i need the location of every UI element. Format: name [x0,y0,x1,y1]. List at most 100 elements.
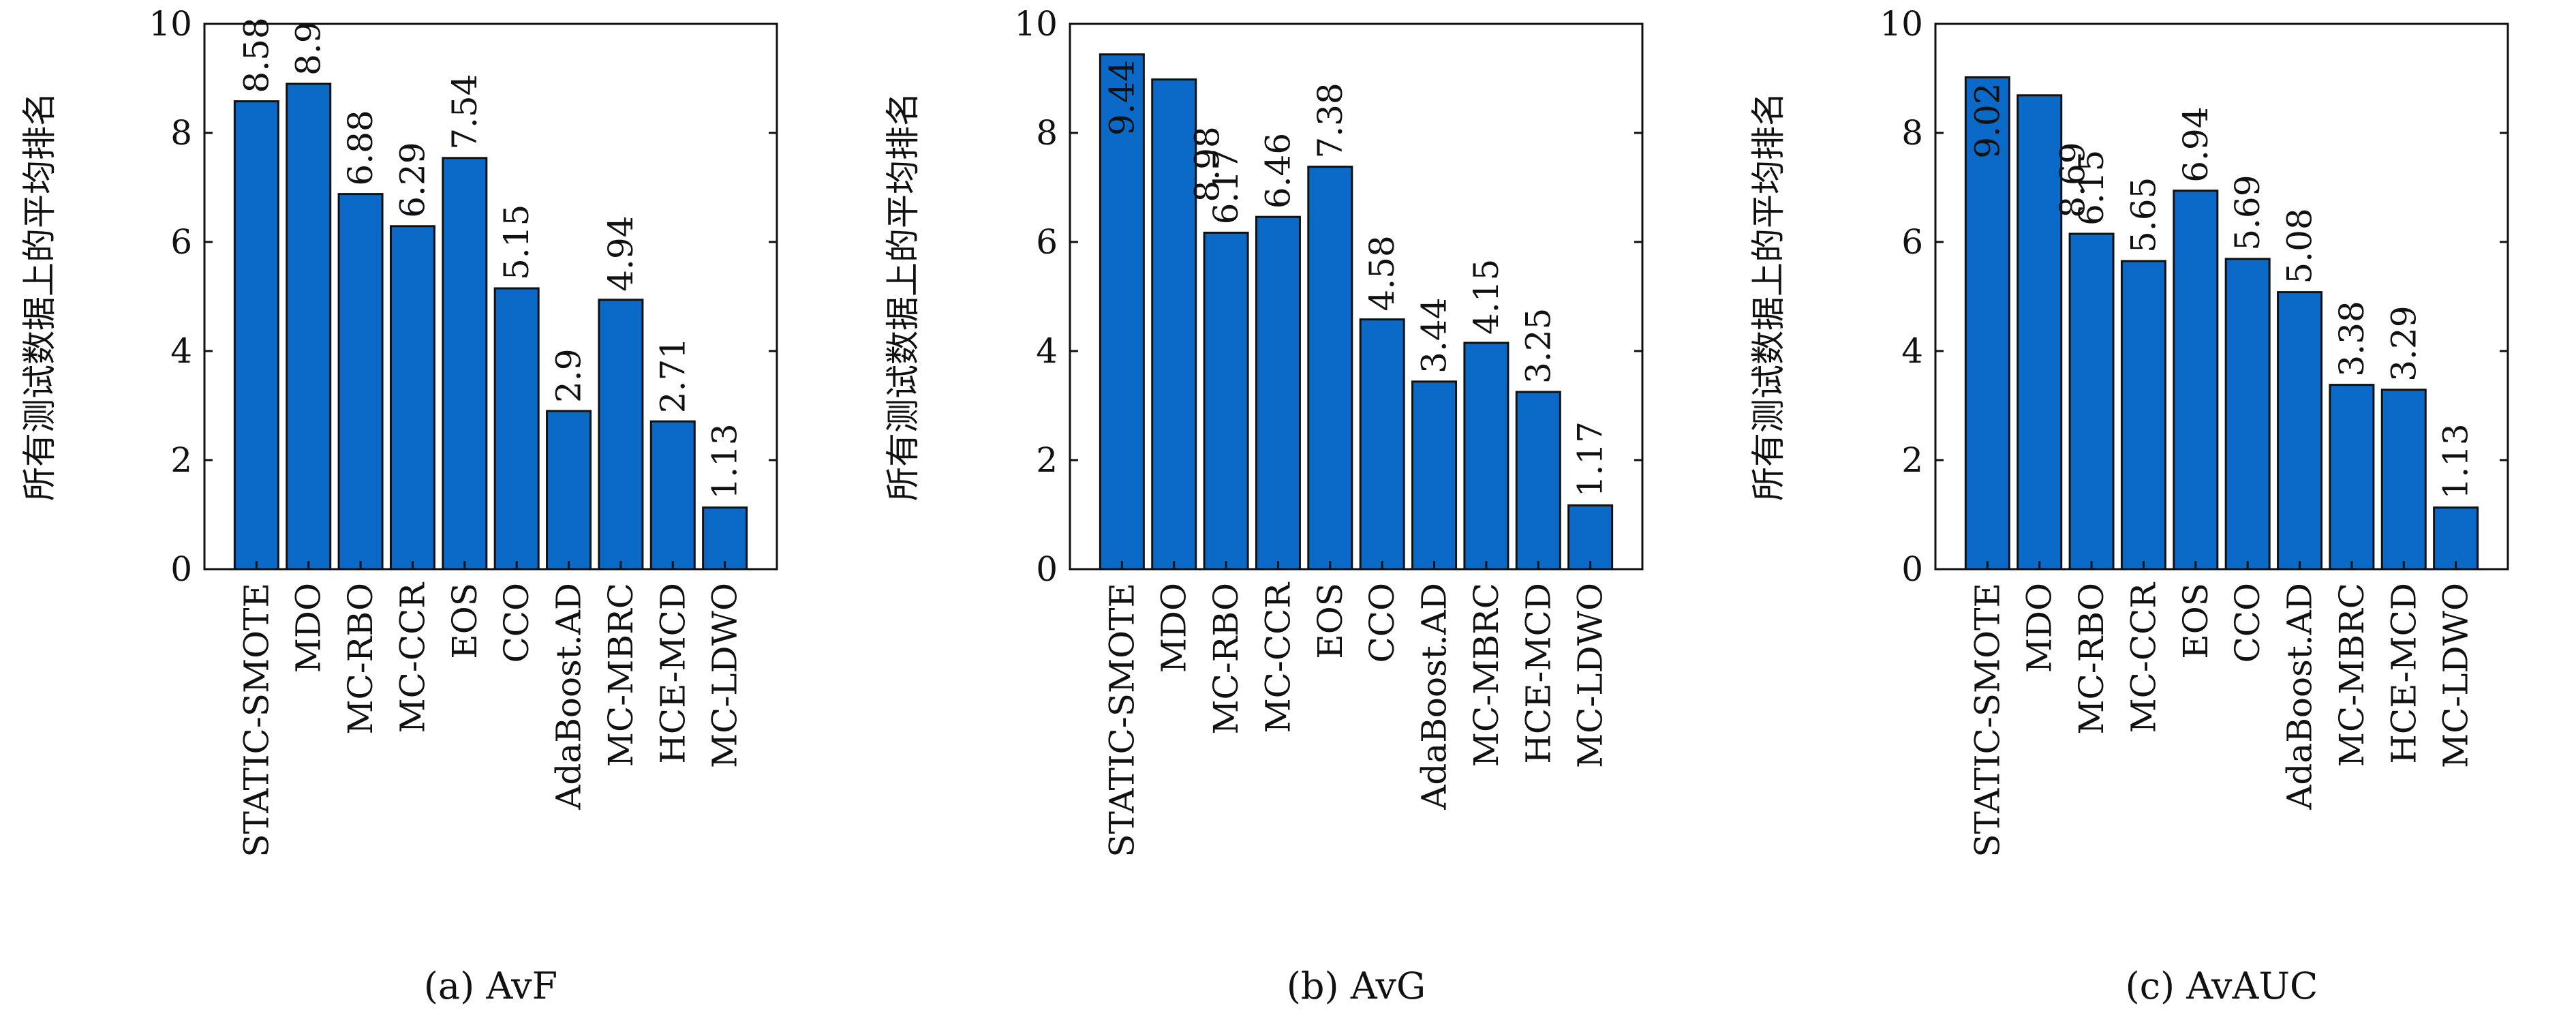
value-label: 3.29 [2384,305,2423,381]
value-label: 3.38 [2332,301,2372,376]
y-tick-label: 2 [170,440,192,480]
bar-cco [1359,318,1405,571]
y-tick-label: 8 [1901,113,1923,153]
y-tick-label: 4 [170,331,192,371]
x-tick-label: MC-LDWO [1571,583,1610,768]
y-tick-label: 8 [1036,113,1058,153]
bar-eos [442,157,488,571]
y-axis-label: 所有测试数据上的平均排名 [883,92,923,501]
bar-cco [2224,258,2271,571]
y-tick-label: 4 [1901,331,1923,371]
bar-mc-mbrc [1463,341,1509,571]
bar-mc-mbrc [598,299,644,571]
bar-mc-rbo [2068,232,2115,571]
x-tick-label: CCO [2228,583,2267,663]
x-tick-label: MC-LDWO [2436,583,2476,768]
bar-adaboost-ad [2277,291,2323,571]
x-tick-label: MC-MBRC [2332,583,2372,767]
y-tick-label: 2 [1901,440,1923,480]
bar-mc-ccr [1255,215,1301,571]
value-label: 9.44 [1102,60,1141,136]
panel-caption: (a) AvF [424,965,557,1007]
value-label: 5.65 [2123,177,2163,253]
x-tick-label: STATIC-SMOTE [1967,583,2007,857]
value-label: 9.02 [1967,82,2007,158]
y-tick-label: 10 [149,4,192,44]
value-label: 4.94 [601,215,641,291]
value-label: 4.58 [1362,235,1402,311]
value-label: 8.58 [236,17,276,93]
value-label: 1.17 [1571,421,1610,497]
bar-static-smote [1964,76,2010,571]
chart-panel-1: 0 2 4 6 8 10 所有测试数据上的平均排名 STATIC-SMOTE 8.58 MDO 8.… [20,4,778,1007]
bar-adaboost-ad [1411,380,1458,571]
y-tick-label: 2 [1036,440,1058,480]
value-label: 6.29 [393,142,432,217]
bar-mc-ldwo [1567,504,1614,571]
x-tick-label: EOS [2176,583,2215,659]
value-label: 8.98 [1188,126,1227,202]
x-tick-label: CCO [497,583,536,663]
plot-frame [1069,22,1644,571]
panel-caption: (c) AvAUC [2126,965,2318,1007]
bar-mc-rbo [337,193,384,571]
y-tick-label: 4 [1036,331,1058,371]
bar-mc-ldwo [2433,506,2479,571]
x-tick-label: EOS [1310,583,1350,659]
y-axis-label: 所有测试数据上的平均排名 [1749,92,1788,501]
x-tick-label: MDO [1154,583,1194,673]
value-label: 6.46 [1258,133,1298,209]
value-label: 3.44 [1415,297,1454,373]
value-label: 6.94 [2176,106,2215,182]
x-tick-label: MC-RBO [341,583,380,735]
value-label: 4.15 [1467,259,1506,335]
value-label: 8.9 [289,21,328,76]
value-label: 5.15 [497,204,536,280]
x-tick-label: MC-LDWO [705,583,745,768]
bar-mc-mbrc [2329,384,2375,571]
bar-mc-rbo [1203,231,1249,571]
x-tick-label: MC-CCR [1258,582,1298,733]
value-label: 8.69 [2053,142,2093,217]
x-tick-label: AdaBoost.AD [549,583,589,810]
y-tick-label: 10 [1014,4,1058,44]
x-tick-label: HCE-MCD [1518,583,1558,764]
y-tick-label: 6 [1901,222,1923,262]
bar-mc-ccr [2120,260,2166,571]
value-label: 6.15 [2072,150,2111,226]
value-label: 6.17 [1206,149,1246,224]
y-tick-label: 8 [170,113,192,153]
x-tick-label: MDO [289,583,328,673]
y-tick-label: 6 [1036,222,1058,262]
x-tick-label: EOS [445,583,485,659]
bar-adaboost-ad [546,410,592,571]
value-label: 1.13 [2436,423,2476,499]
x-tick-label: CCO [1362,583,1402,663]
value-label: 5.69 [2228,174,2267,250]
bar-hce-mcd [2380,389,2427,571]
value-label: 2.9 [549,348,589,403]
plot-frame [203,22,778,571]
x-tick-label: HCE-MCD [2384,583,2423,764]
value-label: 7.38 [1310,82,1350,158]
x-tick-label: MC-MBRC [601,583,641,767]
value-label: 3.25 [1518,308,1558,384]
y-tick-label: 10 [1880,4,1923,44]
x-tick-label: MC-RBO [2072,583,2111,735]
y-tick-label: 0 [1036,549,1058,589]
plot-frame [1934,22,2509,571]
x-tick-label: AdaBoost.AD [2280,583,2320,810]
bar-hce-mcd [1515,391,1561,571]
x-tick-label: MC-RBO [1206,583,1246,735]
y-axis-label: 所有测试数据上的平均排名 [20,92,59,501]
bar-mc-ldwo [702,506,748,571]
x-tick-label: STATIC-SMOTE [236,583,276,857]
bar-eos [1307,166,1353,571]
x-tick-label: MC-MBRC [1467,583,1506,767]
y-tick-label: 6 [170,222,192,262]
panel-caption: (b) AvG [1287,965,1426,1007]
bar-static-smote [233,100,279,571]
value-label: 1.13 [705,423,745,499]
x-tick-label: MDO [2020,583,2059,673]
bar-eos [2173,189,2219,571]
